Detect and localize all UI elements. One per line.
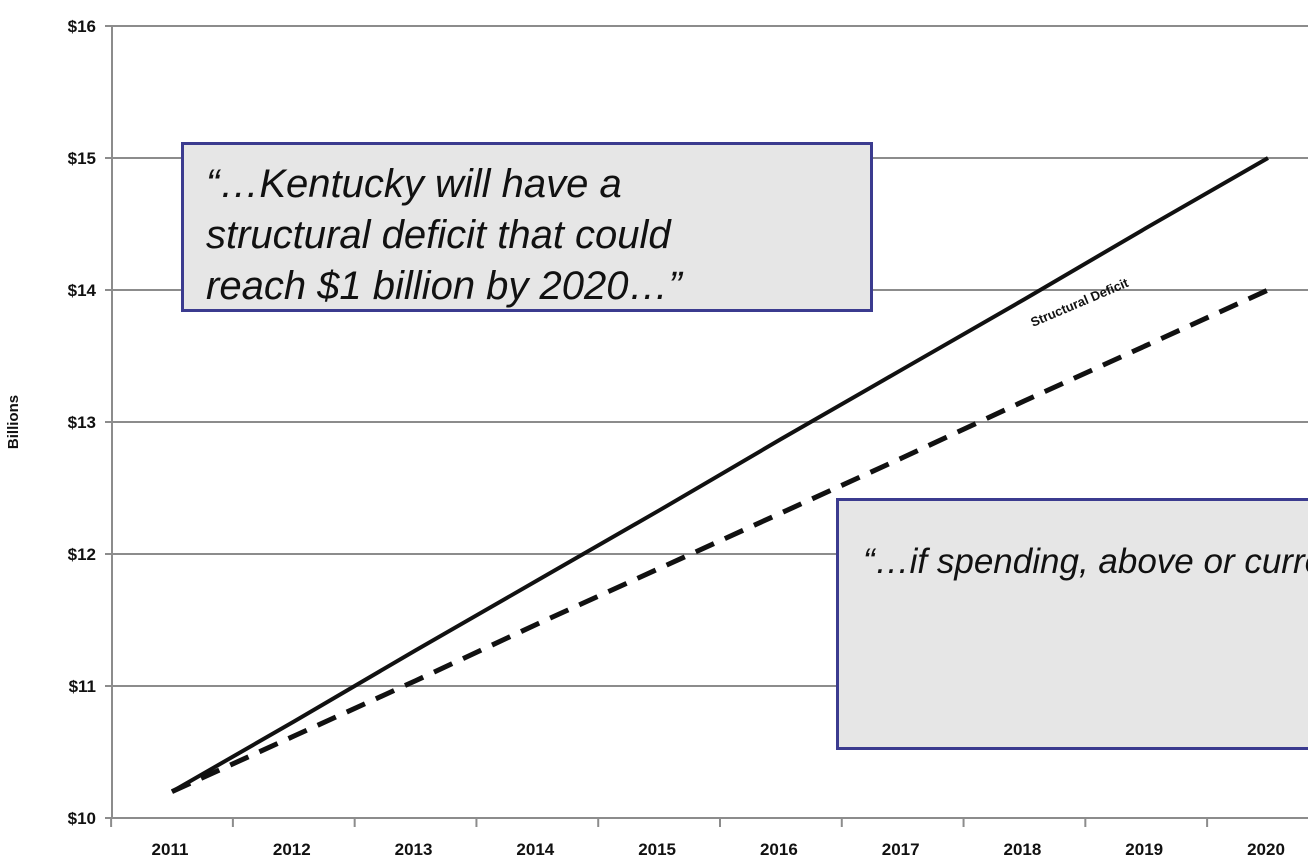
y-tick-label: $10 — [68, 809, 96, 828]
x-tick-label-2015: 2015 — [638, 840, 676, 859]
x-tick-label-2013: 2013 — [395, 840, 433, 859]
x-tick-label-2014: 2014 — [516, 840, 554, 859]
x-tick-label-2017: 2017 — [882, 840, 920, 859]
y-axis-label: Billions — [5, 395, 22, 449]
y-tick-label: $12 — [68, 545, 96, 564]
x-tick-label-2019: 2019 — [1125, 840, 1163, 859]
x-tick-label-2018: 2018 — [1004, 840, 1042, 859]
annotation-callout-kentucky: “…Kentucky will have a structural defici… — [181, 142, 873, 312]
y-tick-label: $16 — [68, 17, 96, 36]
y-tick-labels: $10 $11 $12 $13 $14 $15 $16 — [68, 17, 97, 828]
x-tick-label-2011: 2011 — [152, 840, 189, 859]
gridlines — [105, 25, 1308, 827]
annotation-callout-spending: “…if spending, above or current levels, … — [836, 498, 1308, 750]
x-tick-label-2020: 2020 — [1247, 840, 1285, 859]
series-label-structural-deficit: Structural Deficit — [1028, 275, 1131, 330]
x-tick-label-2012: 2012 — [273, 840, 311, 859]
y-tick-label: $15 — [68, 149, 96, 168]
series-line-structural-deficit — [171, 156, 1269, 794]
series-group — [170, 156, 1270, 794]
series-line-dashed — [170, 287, 1270, 794]
x-tick-label-2016: 2016 — [760, 840, 798, 859]
y-tick-label: $11 — [69, 677, 96, 696]
x-tick-labels: 2011 2012 2013 2014 2015 2016 2017 2018 2019 2020 — [152, 840, 1285, 859]
y-tick-label: $13 — [68, 413, 96, 432]
y-tick-label: $14 — [68, 281, 97, 300]
